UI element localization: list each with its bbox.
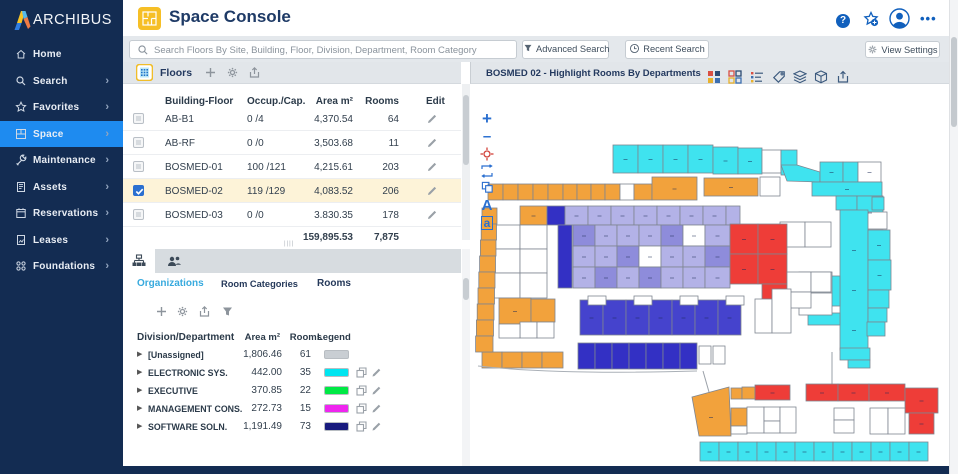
svg-text:ARCHIBUS: ARCHIBUS [33,12,112,28]
